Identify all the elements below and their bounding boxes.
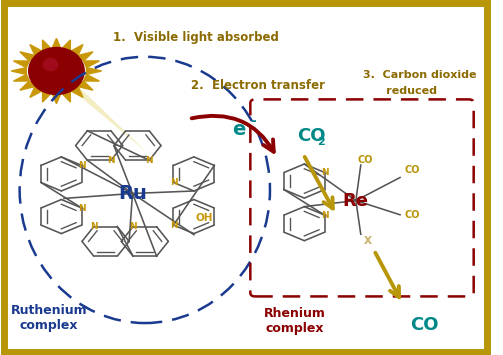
- Text: N: N: [145, 156, 153, 165]
- Text: N: N: [321, 211, 328, 220]
- Text: N: N: [107, 156, 115, 165]
- Polygon shape: [52, 38, 61, 49]
- Text: Rhenium
complex: Rhenium complex: [264, 307, 325, 335]
- Polygon shape: [42, 40, 52, 51]
- Text: N: N: [321, 168, 328, 177]
- Ellipse shape: [28, 47, 85, 95]
- Polygon shape: [30, 45, 43, 55]
- Ellipse shape: [43, 58, 58, 71]
- Polygon shape: [70, 87, 83, 97]
- Text: -: -: [250, 114, 256, 128]
- Polygon shape: [83, 61, 100, 67]
- Text: N: N: [78, 203, 86, 213]
- Text: CO: CO: [358, 155, 373, 165]
- Polygon shape: [83, 75, 100, 81]
- Text: N: N: [170, 178, 177, 187]
- Text: 1.  Visible light absorbed: 1. Visible light absorbed: [113, 31, 279, 44]
- Polygon shape: [14, 61, 29, 67]
- Polygon shape: [77, 85, 147, 153]
- Polygon shape: [70, 45, 83, 55]
- Polygon shape: [52, 93, 61, 104]
- Polygon shape: [11, 67, 26, 75]
- Text: CO: CO: [297, 127, 325, 144]
- Polygon shape: [61, 91, 70, 102]
- Text: N: N: [170, 220, 177, 230]
- Polygon shape: [30, 87, 43, 97]
- Text: 2: 2: [317, 137, 324, 147]
- Text: X: X: [364, 236, 372, 246]
- Polygon shape: [78, 52, 93, 61]
- Text: Ruthenium
complex: Ruthenium complex: [11, 304, 88, 332]
- Polygon shape: [14, 75, 29, 81]
- Text: e: e: [232, 120, 246, 139]
- Text: OH: OH: [196, 213, 213, 223]
- Polygon shape: [78, 81, 93, 90]
- Text: N: N: [90, 222, 98, 231]
- Text: N: N: [78, 161, 86, 170]
- Text: CO: CO: [410, 316, 439, 334]
- Polygon shape: [42, 91, 52, 102]
- Text: CO: CO: [404, 165, 420, 175]
- Polygon shape: [20, 81, 35, 90]
- Polygon shape: [61, 40, 70, 51]
- Text: 3.  Carbon dioxide: 3. Carbon dioxide: [363, 70, 477, 80]
- Text: 2.  Electron transfer: 2. Electron transfer: [191, 79, 325, 92]
- Polygon shape: [20, 52, 35, 61]
- Polygon shape: [87, 67, 102, 75]
- Text: reduced: reduced: [363, 86, 437, 95]
- Text: Re: Re: [343, 192, 369, 209]
- Text: CO: CO: [404, 210, 420, 220]
- Text: N: N: [129, 222, 137, 231]
- Text: Ru: Ru: [118, 184, 147, 203]
